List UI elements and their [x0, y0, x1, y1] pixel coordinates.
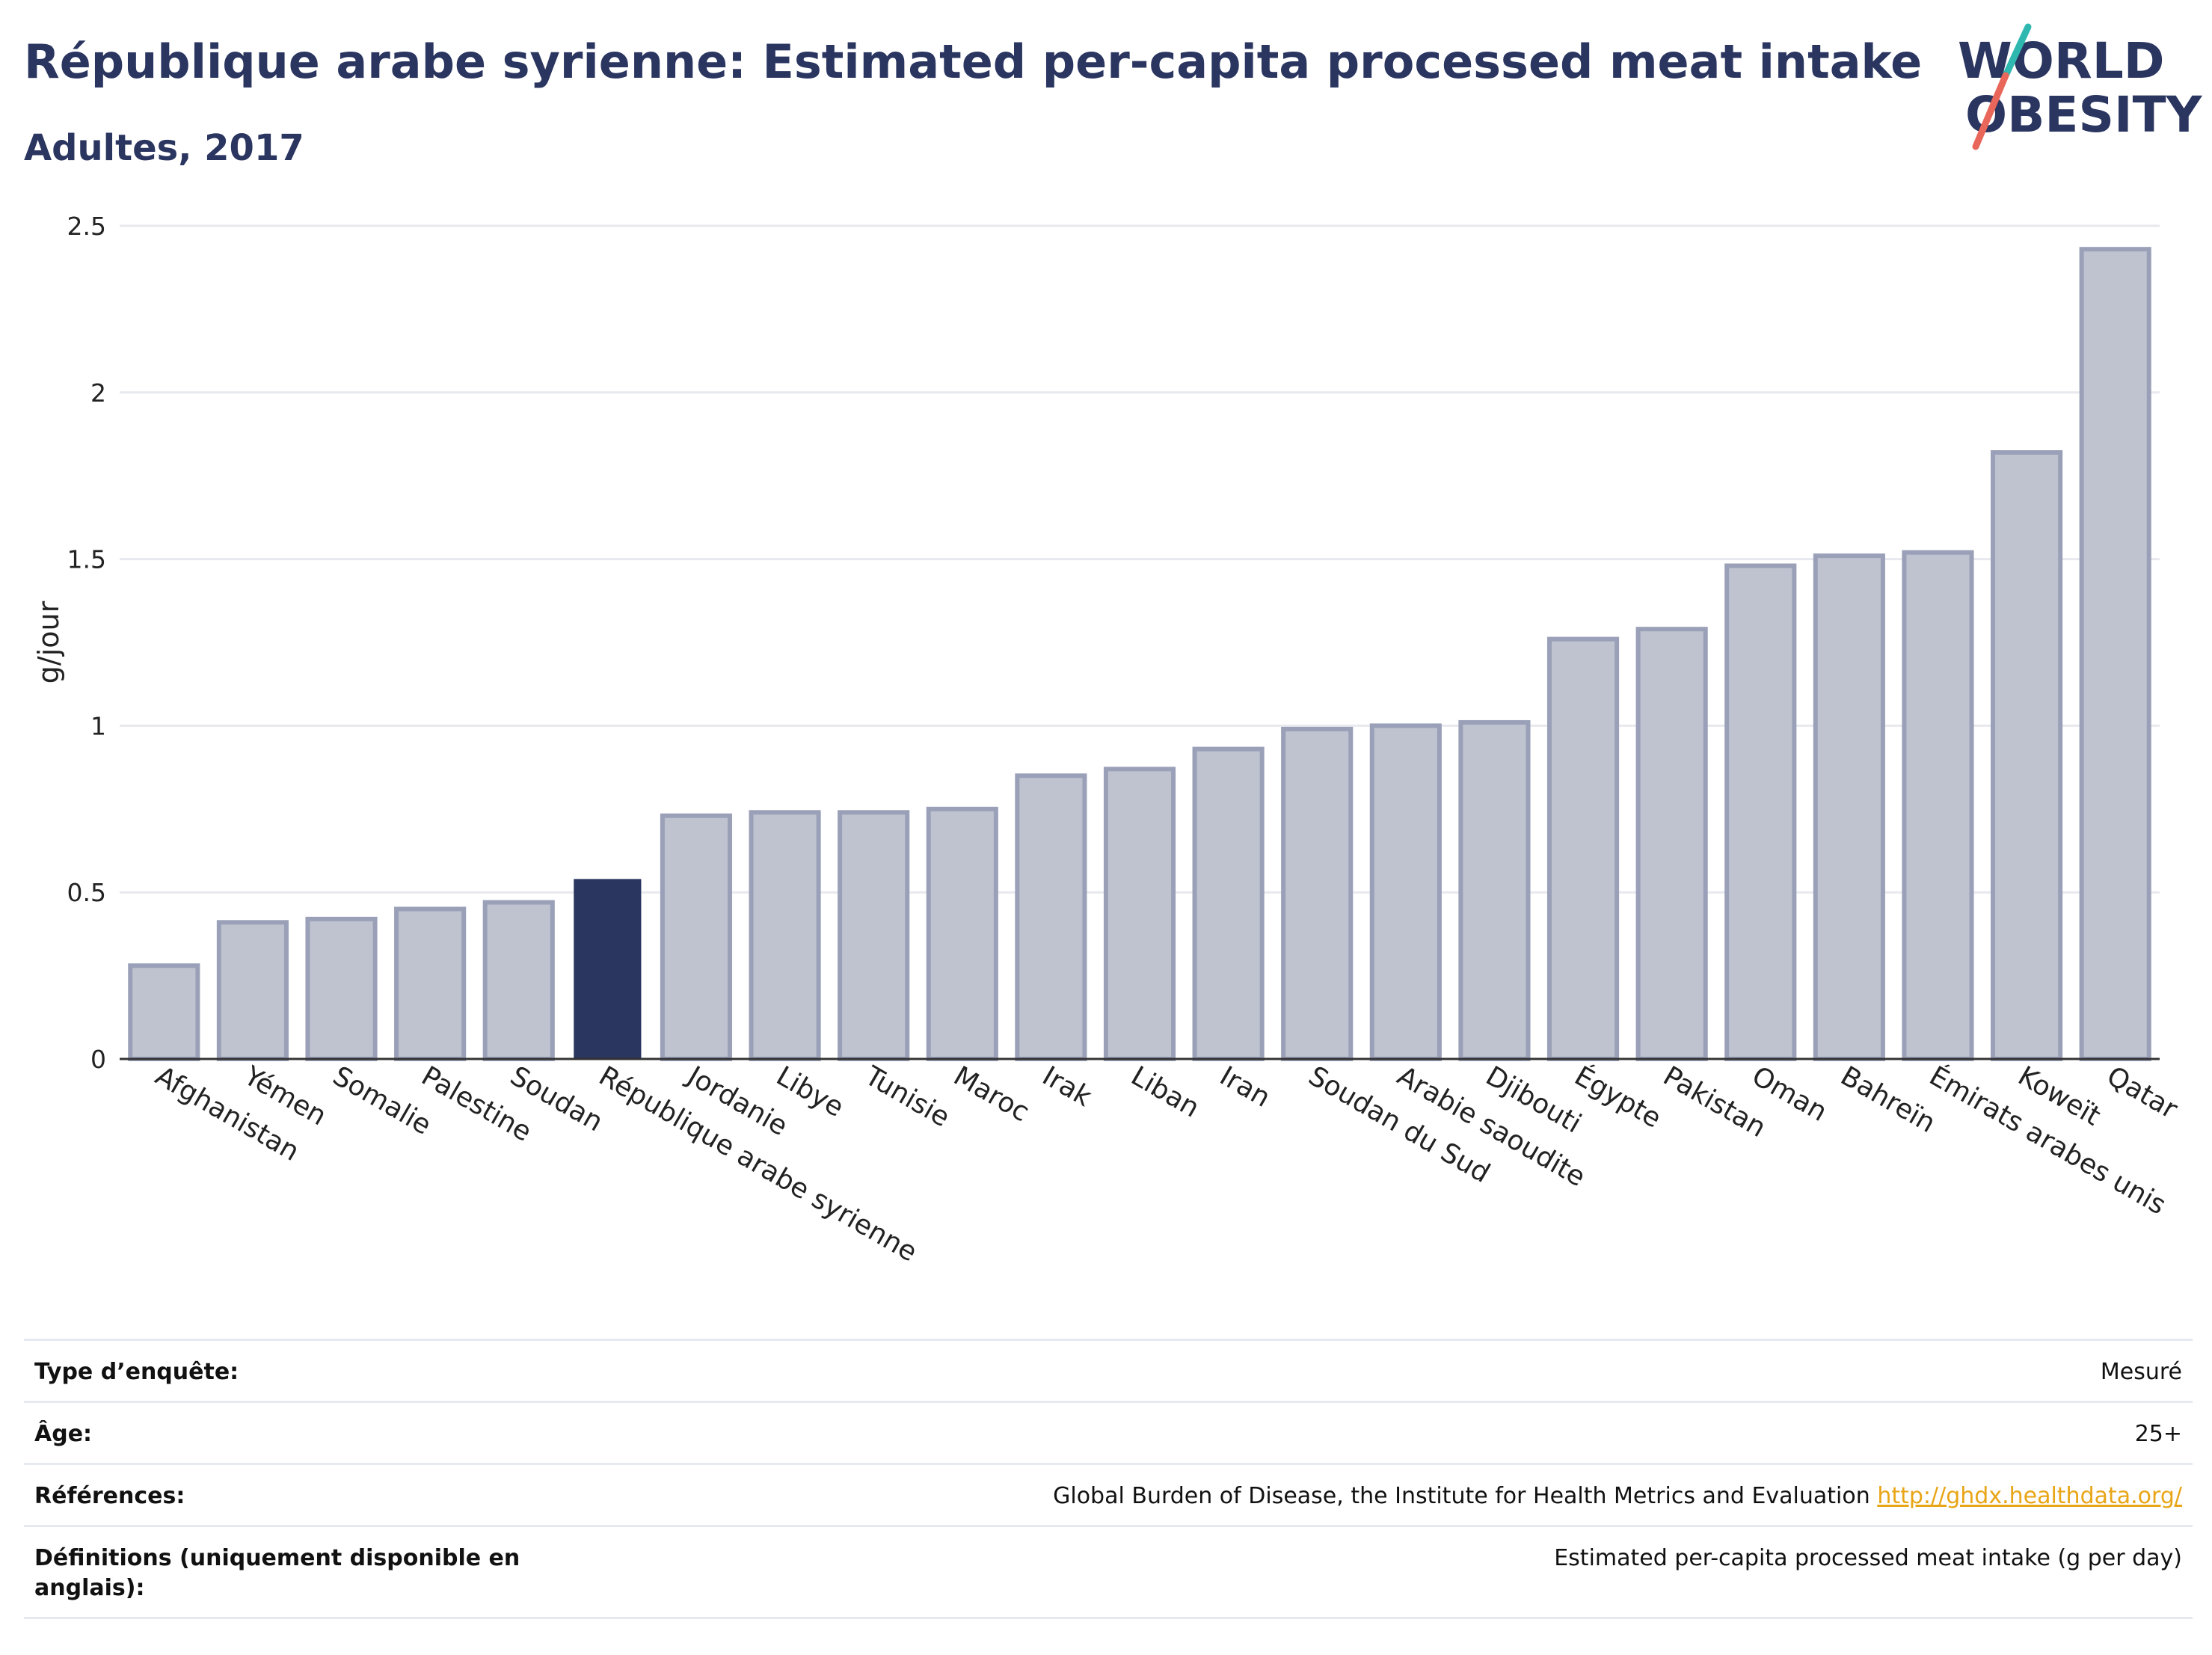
x-tick-label: Somalie [328, 1060, 436, 1141]
reference-link[interactable]: http://ghdx.healthdata.org/ [1877, 1483, 2182, 1509]
info-row-definitions: Définitions (uniquement disponible en an… [24, 1525, 2193, 1619]
info-label: Type d’enquête: [34, 1359, 239, 1385]
chart-title: République arabe syrienne: Estimated per… [24, 34, 1923, 89]
x-tick-label: Maroc [948, 1060, 1034, 1128]
bar-14 [1369, 723, 1442, 1062]
world-obesity-logo: WORLD OBESITY [1958, 23, 2203, 150]
info-row-survey-type: Type d’enquête: Mesuré [24, 1339, 2193, 1401]
y-tick-label: 0 [90, 1045, 106, 1074]
bar-1 [216, 920, 289, 1061]
logo-slash-coral [1972, 72, 2009, 150]
logo-word-world: WORLD [1958, 32, 2165, 90]
bar-3 [394, 906, 467, 1061]
info-value: 25+ [2134, 1421, 2182, 1447]
reference-text: Global Burden of Disease, the Institute … [1053, 1483, 1870, 1509]
info-label: Références: [34, 1483, 185, 1509]
bar-2 [305, 916, 378, 1062]
bar-20 [1902, 550, 1974, 1061]
x-tick-label: Bahreïn [1835, 1060, 1940, 1139]
x-tick-label: Tunisie [859, 1060, 955, 1134]
bar-6 [660, 813, 733, 1062]
info-table: Type d’enquête: Mesuré Âge: 25+ Référenc… [24, 1339, 2193, 1619]
y-tick-label: 1.5 [67, 545, 106, 574]
y-axis-label: g/jour [32, 601, 65, 684]
bar-9 [926, 806, 998, 1062]
bar-chart: 00.511.522.5g/jourAfghanistanYémenSomali… [32, 212, 2183, 1268]
info-row-age: Âge: 25+ [24, 1401, 2193, 1463]
x-tick-label: Égypte [1570, 1060, 1667, 1134]
bar-15 [1458, 719, 1531, 1061]
bar-16 [1546, 636, 1620, 1061]
info-value: Global Burden of Disease, the Institute … [1053, 1481, 2182, 1511]
bar-21 [1991, 450, 2063, 1061]
bar-4 [482, 900, 555, 1061]
info-label: Définitions (uniquement disponible en an… [34, 1545, 520, 1601]
bar-10 [1015, 773, 1087, 1061]
info-value: Mesuré [2100, 1359, 2182, 1385]
bar-11 [1103, 767, 1176, 1061]
bar-7 [749, 810, 821, 1061]
bar-22 [2079, 247, 2151, 1061]
bar-18 [1724, 563, 1797, 1061]
y-tick-label: 2 [90, 378, 106, 408]
info-value: Estimated per-capita processed meat inta… [1554, 1545, 2182, 1571]
x-tick-label: Qatar [2101, 1060, 2182, 1125]
bar-0 [128, 963, 200, 1062]
bar-12 [1192, 746, 1265, 1061]
x-tick-label: Liban [1126, 1060, 1205, 1123]
logo-slash-teal [2002, 23, 2032, 79]
bar-5 [574, 879, 642, 1059]
info-row-references: Références: Global Burden of Disease, th… [24, 1463, 2193, 1525]
bar-13 [1281, 726, 1354, 1062]
logo-word-obesity: OBESITY [1965, 86, 2203, 144]
bar-8 [838, 810, 910, 1061]
y-tick-label: 2.5 [67, 212, 106, 241]
bar-19 [1813, 553, 1885, 1061]
x-tick-label: Irak [1037, 1060, 1097, 1113]
chart-subtitle: Adultes, 2017 [24, 127, 304, 169]
bar-17 [1635, 627, 1708, 1061]
y-tick-label: 1 [90, 711, 106, 740]
info-label: Âge: [34, 1421, 93, 1447]
x-tick-label: Iran [1214, 1060, 1275, 1114]
y-tick-label: 0.5 [67, 878, 106, 907]
